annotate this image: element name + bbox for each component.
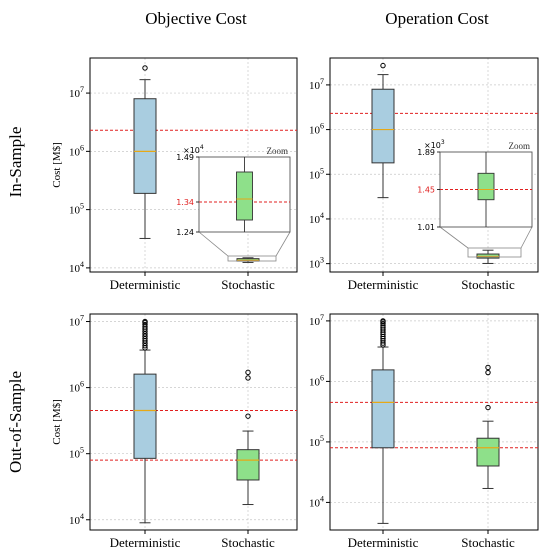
row-title-in-sample: In-Sample xyxy=(6,127,25,198)
box-iqr xyxy=(133,373,157,459)
y-tick-label: 104 xyxy=(69,512,84,527)
inset-zoom-label: Zoom xyxy=(267,146,289,156)
zoom-connector xyxy=(439,226,469,249)
zoom-inset: 1.01 1.45 1.89×103 Zoom xyxy=(417,139,533,258)
y-axis-label: Cost [M$] xyxy=(51,399,63,445)
box-iqr xyxy=(371,369,395,449)
zoom-source-rect xyxy=(227,255,277,262)
plot-frame xyxy=(329,57,539,273)
y-tick-label: 104 xyxy=(309,211,324,226)
y-tick-label: 103 xyxy=(309,256,324,271)
y-tick-label: 104 xyxy=(309,494,324,509)
outlier-point xyxy=(245,413,251,419)
row-title-out-of-sample: Out-of-Sample xyxy=(6,371,25,473)
box-deterministic xyxy=(371,62,395,199)
box-stochastic xyxy=(476,364,500,489)
y-tick-label: 105 xyxy=(69,446,84,461)
box-iqr xyxy=(476,437,500,467)
outlier-point xyxy=(245,375,251,381)
zoom-inset: 1.24 1.34 1.49×104 Zoom xyxy=(176,144,291,262)
plot-frame xyxy=(89,313,298,531)
x-tick-label: Deterministic xyxy=(348,277,419,292)
inset-box-iqr xyxy=(477,172,495,201)
box-deterministic xyxy=(133,318,157,524)
box-deterministic xyxy=(371,318,395,524)
y-tick-label: 105 xyxy=(309,166,324,181)
inset-y-tick-label: 1.01 xyxy=(417,223,435,232)
outlier-point xyxy=(485,364,491,371)
y-tick-label: 107 xyxy=(309,77,324,92)
inset-box-iqr xyxy=(236,171,253,221)
y-tick-label: 106 xyxy=(309,122,324,137)
inset-y-tick-label: 1.89 xyxy=(417,148,435,157)
outlier-point xyxy=(380,318,386,324)
inset-y-tick-label: 1.49 xyxy=(176,153,194,162)
y-axis-label: Cost [M$] xyxy=(51,142,63,188)
outlier-point xyxy=(485,369,491,376)
column-title-operation: Operation Cost xyxy=(385,9,489,28)
box-stochastic xyxy=(236,369,260,506)
y-tick-label: 105 xyxy=(309,434,324,449)
inset-y-tick-label: 1.45 xyxy=(417,186,435,195)
inset-y-tick-label: 1.24 xyxy=(176,228,194,237)
box-stochastic xyxy=(476,249,500,264)
outlier-point xyxy=(245,369,251,376)
plot-frame xyxy=(329,313,539,531)
outlier-point xyxy=(380,320,386,327)
box-iqr xyxy=(133,98,157,194)
inset-zoom-label: Zoom xyxy=(509,141,531,151)
inset-multiplier: ×104 xyxy=(183,144,204,155)
outlier-point xyxy=(485,404,491,411)
x-tick-label: Stochastic xyxy=(461,277,515,292)
panel-3: 104 105 106 107 Cost [M$] Deterministic Stocha… xyxy=(51,313,298,550)
inset-multiplier: ×103 xyxy=(424,139,445,150)
outlier-point xyxy=(142,321,148,328)
box-iqr xyxy=(371,88,395,164)
y-tick-label: 107 xyxy=(309,313,324,328)
x-tick-label: Deterministic xyxy=(348,535,419,550)
y-tick-label: 107 xyxy=(69,85,84,100)
y-tick-label: 104 xyxy=(69,260,84,275)
box-stochastic xyxy=(236,257,260,263)
panels: 104 105 106 107 Cost [M$] Deterministic Stocha… xyxy=(51,57,539,550)
plot-frame xyxy=(89,57,298,273)
x-tick-label: Stochastic xyxy=(461,535,515,550)
y-tick-label: 105 xyxy=(69,202,84,217)
x-tick-label: Deterministic xyxy=(110,535,181,550)
y-tick-label: 106 xyxy=(69,143,84,158)
zoom-connector xyxy=(520,226,533,249)
zoom-connector xyxy=(275,231,291,257)
outlier-point xyxy=(142,318,148,325)
panel-1: 104 105 106 107 Cost [M$] Deterministic Stocha… xyxy=(51,57,298,292)
y-tick-label: 106 xyxy=(309,373,324,388)
inset-y-tick-label: 1.34 xyxy=(176,198,194,207)
panel-2: 103 104 105 106 107 Deterministic Stochastic 1.… xyxy=(309,57,539,292)
box-iqr xyxy=(236,449,260,481)
y-tick-label: 106 xyxy=(69,380,84,395)
box-deterministic xyxy=(133,65,157,239)
x-tick-label: Stochastic xyxy=(221,277,275,292)
y-tick-label: 107 xyxy=(69,314,84,329)
zoom-connector xyxy=(198,231,229,257)
outlier-point xyxy=(380,62,386,69)
outlier-point xyxy=(142,65,148,71)
zoom-source-rect xyxy=(467,247,522,258)
x-tick-label: Stochastic xyxy=(221,535,275,550)
panel-4: 104 105 106 107 Deterministic Stochastic xyxy=(309,313,539,550)
column-title-objective: Objective Cost xyxy=(145,9,247,28)
x-tick-label: Deterministic xyxy=(110,277,181,292)
